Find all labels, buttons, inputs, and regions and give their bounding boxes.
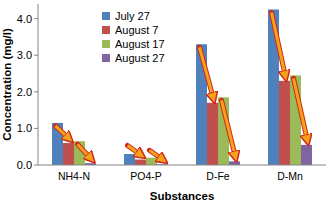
y-tick	[34, 55, 38, 56]
arrow-outline	[272, 12, 286, 76]
y-tick	[34, 18, 38, 19]
legend-swatch	[102, 40, 110, 48]
bar	[301, 145, 312, 165]
x-tick-label: NH4-N	[58, 170, 90, 182]
y-tick-label: 0.0	[17, 159, 32, 171]
arrows	[56, 12, 308, 160]
y-axis-label: Concentration (mg/l)	[1, 28, 13, 141]
x-tick-label: D-Mn	[277, 170, 303, 182]
x-tick-label: PO4-P	[130, 170, 162, 182]
legend-label: August 17	[115, 38, 165, 50]
legend-label: August 7	[115, 24, 158, 36]
legend-label: July 27	[115, 10, 150, 22]
bar	[146, 158, 157, 165]
x-tick-label: D-Fe	[206, 170, 229, 182]
y-tick-label: 3.0	[17, 49, 32, 61]
arrow-outline	[200, 47, 214, 99]
y-tick	[34, 165, 38, 166]
arrow-outline	[128, 146, 142, 156]
legend-swatch	[102, 54, 110, 62]
y-tick-label: 4.0	[17, 13, 32, 25]
y-tick	[34, 128, 38, 129]
arrow	[294, 78, 308, 141]
arrow	[200, 47, 214, 99]
arrow	[150, 150, 164, 160]
arrow-outline	[294, 78, 308, 141]
bars	[52, 9, 312, 165]
x-axis-label: Substances	[150, 190, 215, 202]
x-axis-line	[38, 165, 326, 166]
arrow-outline	[222, 100, 236, 157]
y-tick-label: 2.0	[17, 86, 32, 98]
legend: July 27 August 7 August 17 August 27	[102, 10, 165, 64]
arrow-outline	[78, 144, 92, 159]
arrow	[222, 100, 236, 157]
arrow	[272, 12, 286, 76]
bar	[135, 160, 146, 165]
arrow	[56, 126, 70, 139]
arrow	[128, 146, 142, 156]
bar	[229, 161, 240, 165]
bar	[279, 81, 290, 165]
y-tick	[34, 91, 38, 92]
bar	[207, 103, 218, 165]
legend-swatch	[102, 12, 110, 20]
legend-label: August 27	[115, 52, 165, 64]
chart-container: 0.0 1.0 2.0 3.0 4.0 NH4-N PO4-P D-Fe D-Mn Substan…	[0, 0, 332, 216]
y-axis-line	[38, 4, 39, 165]
bar	[124, 154, 135, 165]
y-tick-label: 1.0	[17, 122, 32, 134]
arrow-outline	[56, 126, 70, 139]
arrow-outline	[150, 150, 164, 160]
chart: 0.0 1.0 2.0 3.0 4.0 NH4-N PO4-P D-Fe D-Mn Substan…	[0, 0, 332, 216]
bar	[63, 143, 74, 165]
legend-swatch	[102, 26, 110, 34]
arrow	[78, 144, 92, 159]
